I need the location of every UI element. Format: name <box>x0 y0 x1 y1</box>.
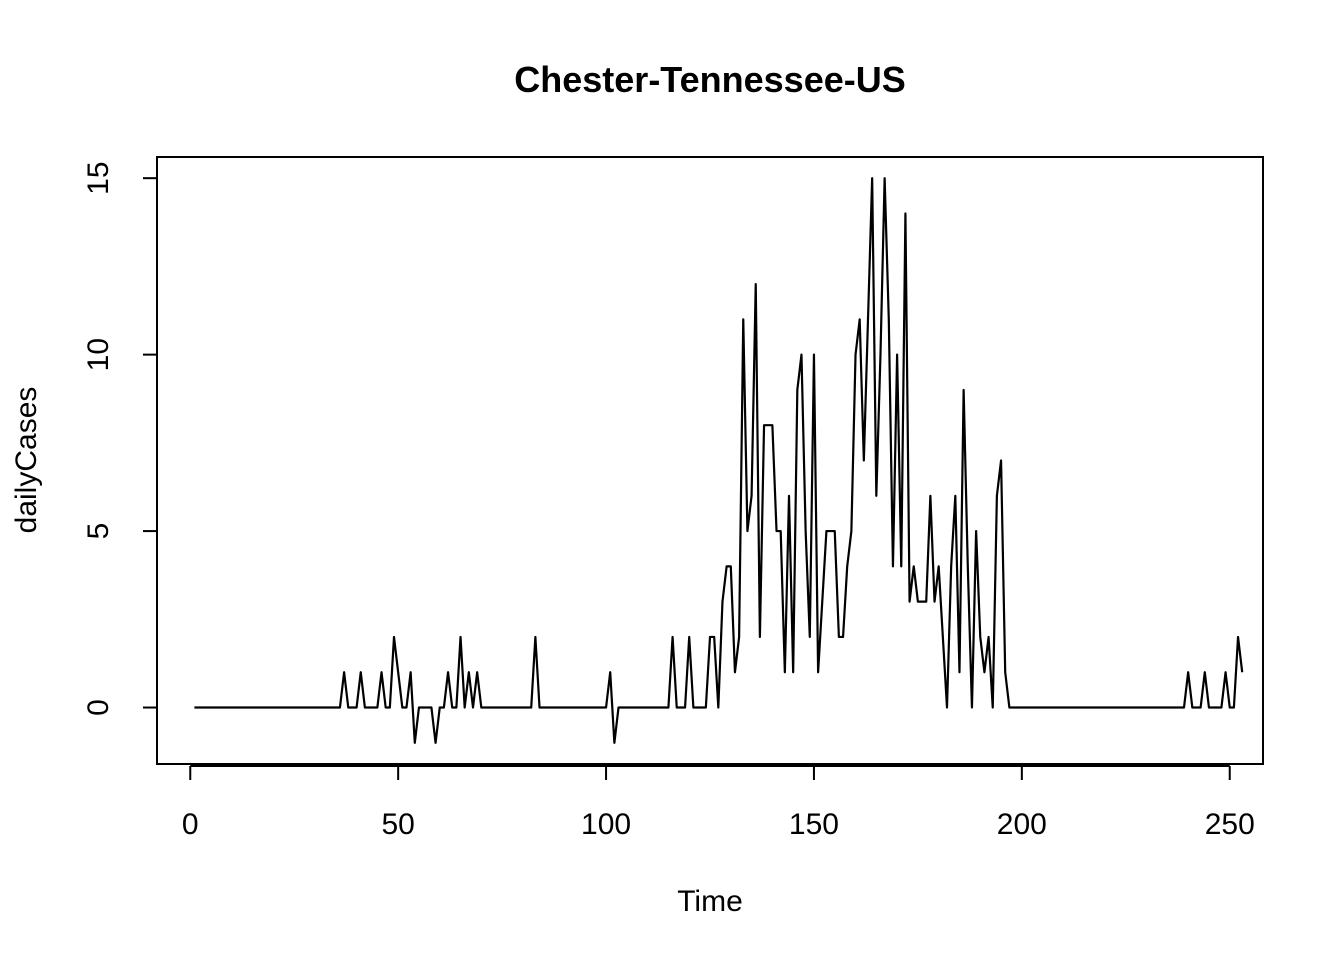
x-tick-label: 150 <box>789 808 839 841</box>
x-axis: 0 50 100 150 200 250 <box>182 765 1255 841</box>
x-tick-label: 50 <box>381 808 414 841</box>
y-axis-label: dailyCases <box>10 387 43 534</box>
x-tick-label: 100 <box>581 808 631 841</box>
series-line <box>194 177 1244 744</box>
x-tick-label: 0 <box>182 808 199 841</box>
plot-frame <box>156 156 1264 765</box>
y-tick-label: 5 <box>82 523 115 540</box>
chart-title: Chester-Tennessee-US <box>514 59 905 100</box>
y-tick-label: 10 <box>82 338 115 371</box>
y-axis: 0 5 10 15 <box>82 161 158 716</box>
y-tick-label: 0 <box>82 699 115 716</box>
x-tick-label: 200 <box>997 808 1047 841</box>
x-axis-label: Time <box>677 885 743 918</box>
y-tick-label: 15 <box>82 161 115 194</box>
x-tick-label: 250 <box>1205 808 1255 841</box>
